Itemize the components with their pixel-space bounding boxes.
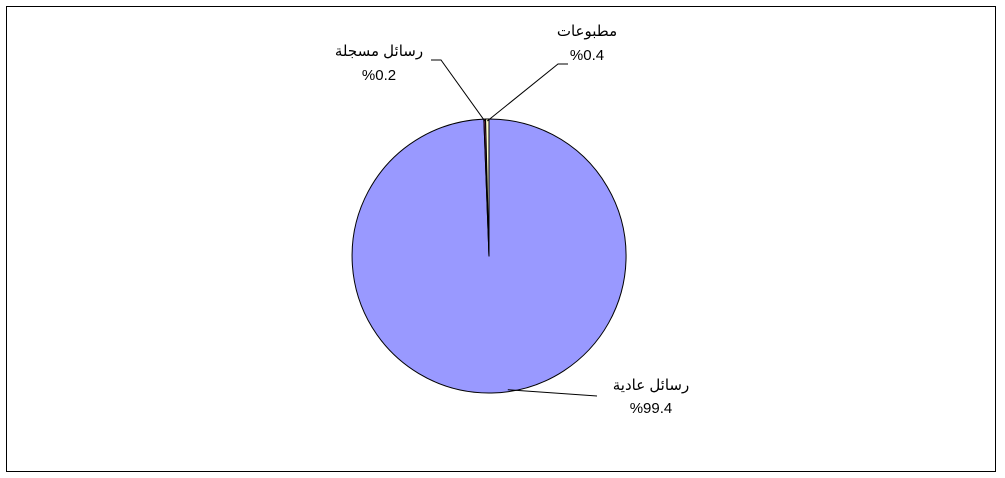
slices-layer — [351, 118, 627, 394]
leader-line-1 — [431, 59, 486, 122]
slice-value-label-2: %0.4 — [570, 47, 604, 64]
slice-label-0: رسائل عادية — [613, 377, 690, 394]
slice-value-label-1: %0.2 — [362, 67, 396, 84]
leader-line-2 — [486, 63, 568, 122]
slice-value-label-0: %99.4 — [630, 400, 673, 417]
slice-label-2: مطبوعات — [557, 23, 617, 40]
slice-label-1: رسائل مسجلة — [335, 43, 423, 60]
leader-lines — [431, 59, 598, 397]
chart-frame: رسائل عادية %99.4 رسائل مسجلة %0.2 مطبوعات %0… — [6, 6, 996, 472]
labels-layer: رسائل عادية %99.4 رسائل مسجلة %0.2 مطبوعات %0… — [335, 23, 689, 417]
leader-line-0 — [507, 389, 598, 397]
pie-chart: رسائل عادية %99.4 رسائل مسجلة %0.2 مطبوعات %0… — [335, 23, 689, 417]
